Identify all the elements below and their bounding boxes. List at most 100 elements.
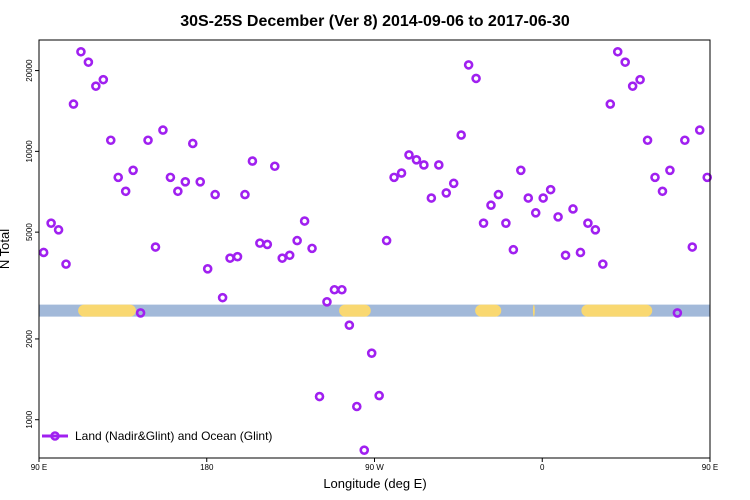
data-point	[277, 253, 288, 263]
data-point	[530, 208, 541, 218]
data-point	[38, 247, 49, 258]
data-point	[351, 401, 362, 412]
y-axis: 1000 2000 5000 10000 20000	[25, 59, 39, 429]
data-point	[523, 193, 534, 203]
data-point	[627, 81, 638, 91]
data-point	[187, 138, 198, 149]
data-point	[583, 218, 593, 228]
data-point	[612, 46, 623, 57]
data-point	[404, 150, 414, 160]
data-point	[516, 165, 526, 176]
data-point	[359, 445, 370, 455]
x-axis-label: Longitude (deg E)	[323, 476, 426, 491]
data-point	[158, 125, 168, 135]
land-segment	[581, 304, 653, 317]
y-tick-label: 20000	[25, 59, 34, 82]
data-point	[68, 99, 79, 109]
data-point	[135, 308, 146, 318]
y-tick-label: 2000	[25, 329, 34, 347]
data-point	[269, 161, 280, 172]
data-point	[694, 125, 705, 135]
land-segment	[78, 304, 136, 317]
data-point	[120, 186, 131, 197]
data-point	[76, 46, 86, 57]
data-point	[337, 284, 347, 295]
data-point	[456, 130, 466, 140]
data-point	[635, 74, 645, 85]
data-point	[307, 243, 317, 254]
data-point	[150, 242, 161, 252]
data-point	[642, 135, 653, 146]
y-axis-label: N Total	[0, 229, 12, 269]
data-point	[98, 74, 109, 85]
data-point	[240, 189, 250, 200]
x-tick-label: 90 E	[31, 463, 47, 472]
data-point	[173, 186, 183, 197]
data-point	[396, 168, 407, 178]
y-tick-label: 5000	[25, 223, 34, 241]
data-point	[262, 239, 273, 250]
legend-label: Land (Nadir&Glint) and Ocean (Glint)	[75, 429, 272, 443]
data-point	[366, 348, 377, 358]
data-point	[322, 297, 332, 307]
y-tick-label: 1000	[25, 410, 34, 428]
x-tick-label: 90 E	[702, 463, 718, 472]
data-point	[620, 57, 630, 67]
x-tick-label: 180	[200, 463, 214, 472]
data-point	[493, 189, 504, 200]
data-point	[545, 184, 556, 195]
data-point	[381, 235, 392, 246]
chart-title: 30S-25S December (Ver 8) 2014-09-06 to 2…	[180, 13, 570, 30]
x-tick-label: 90 W	[365, 463, 384, 472]
land-segment	[475, 304, 502, 317]
data-point	[247, 156, 258, 166]
data-point	[590, 225, 601, 235]
data-point	[344, 320, 355, 331]
data-point	[255, 238, 265, 248]
surface-type-band	[39, 304, 710, 317]
data-point	[687, 242, 698, 252]
data-point	[486, 200, 496, 211]
data-point	[210, 189, 220, 200]
data-point	[508, 244, 519, 255]
land-segment	[532, 304, 535, 317]
data-point	[225, 253, 235, 263]
data-points	[38, 46, 713, 455]
data-point	[672, 308, 683, 318]
ocean-band	[39, 304, 710, 317]
data-point	[426, 193, 437, 203]
x-tick-label: 0	[540, 463, 545, 472]
data-point	[374, 390, 384, 401]
data-point	[441, 188, 452, 198]
data-point	[702, 172, 713, 183]
data-point	[657, 186, 668, 197]
data-point	[105, 135, 116, 146]
data-point	[53, 225, 64, 235]
data-point	[202, 264, 213, 274]
data-point	[463, 60, 474, 70]
data-point	[180, 177, 191, 187]
data-point	[575, 247, 586, 258]
data-point	[650, 172, 660, 183]
data-point	[232, 251, 243, 262]
legend-marker	[50, 431, 60, 441]
data-point	[91, 81, 101, 91]
data-point	[329, 284, 340, 295]
data-point	[46, 218, 56, 228]
land-segment	[339, 304, 371, 317]
x-axis: 90 E 180 90 W 0 90 E	[31, 458, 718, 472]
data-point	[143, 135, 153, 146]
data-point	[680, 135, 690, 146]
data-point	[411, 155, 422, 165]
data-point	[284, 250, 295, 261]
data-point	[665, 165, 675, 176]
data-point	[389, 172, 399, 183]
data-point	[568, 204, 578, 214]
data-point	[501, 218, 511, 228]
data-point	[538, 193, 548, 203]
legend: Land (Nadir&Glint) and Ocean (Glint)	[42, 429, 272, 443]
data-point	[217, 292, 228, 303]
data-point	[292, 235, 302, 246]
data-point	[478, 218, 489, 228]
